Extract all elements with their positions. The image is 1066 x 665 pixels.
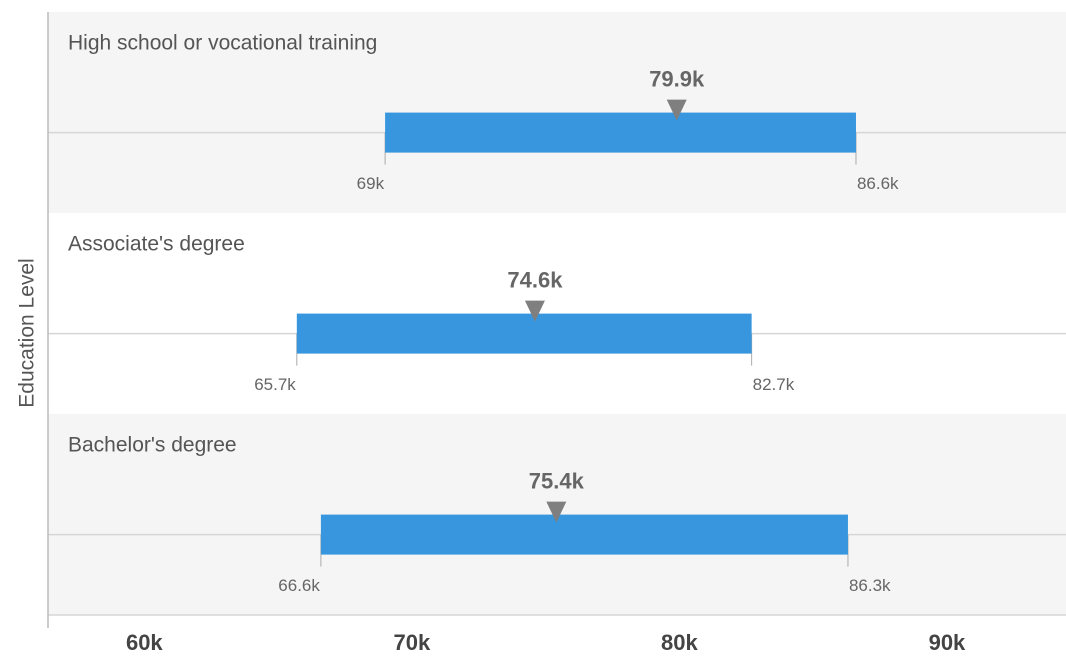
high-label: 86.3k bbox=[849, 576, 891, 595]
range-bar bbox=[320, 514, 848, 555]
marker-label: 75.4k bbox=[529, 468, 585, 493]
x-tick-label: 70k bbox=[393, 630, 430, 655]
marker bbox=[524, 300, 545, 322]
x-tick-label: 90k bbox=[929, 630, 966, 655]
marker-label: 74.6k bbox=[507, 267, 563, 292]
category-label: Associate's degree bbox=[68, 233, 245, 256]
low-label: 69k bbox=[357, 174, 385, 193]
category-label: High school or vocational training bbox=[68, 32, 377, 55]
low-label: 66.6k bbox=[278, 576, 320, 595]
high-label: 82.7k bbox=[753, 375, 795, 394]
range-bar bbox=[385, 112, 856, 153]
row-band bbox=[48, 12, 1066, 213]
row-band bbox=[48, 213, 1066, 414]
category-label: Bachelor's degree bbox=[68, 434, 237, 457]
marker bbox=[666, 99, 687, 121]
y-axis-title: Education Level bbox=[16, 258, 39, 407]
high-label: 86.6k bbox=[857, 174, 899, 193]
marker bbox=[546, 501, 567, 523]
marker-label: 79.9k bbox=[649, 66, 705, 91]
low-label: 65.7k bbox=[254, 375, 296, 394]
range-bar bbox=[296, 313, 752, 354]
x-tick-label: 60k bbox=[126, 630, 163, 655]
x-tick-label: 80k bbox=[661, 630, 698, 655]
